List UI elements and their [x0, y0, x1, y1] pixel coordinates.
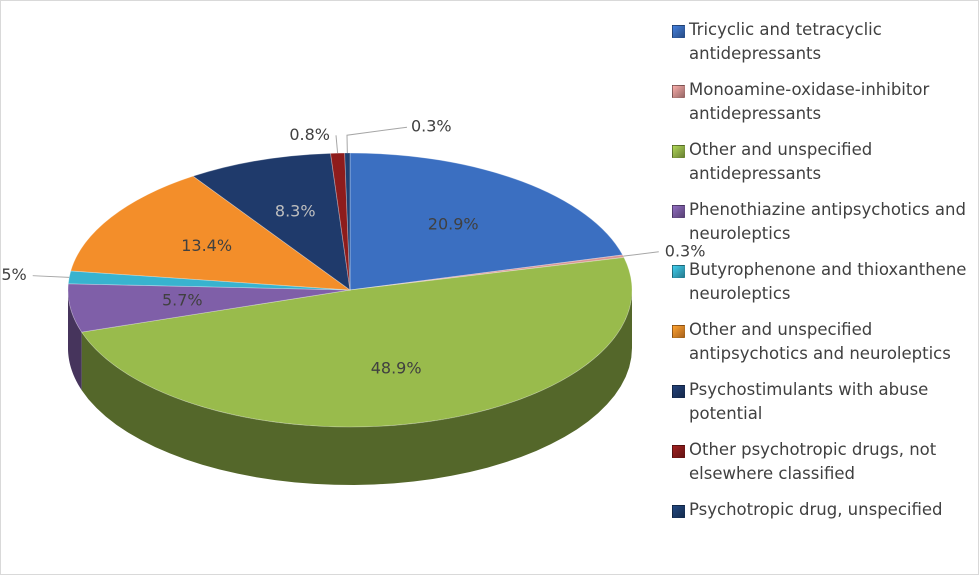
legend-label: Psychostimulants with abuse potential [689, 380, 929, 423]
pie-slice [80, 256, 633, 428]
data-label: 1.5% [0, 265, 27, 284]
data-label: 13.4% [181, 236, 232, 255]
legend-swatch [672, 265, 685, 278]
legend: Tricyclic and tetracyclic antidepressant… [672, 18, 977, 558]
legend-label: Phenothiazine antipsychotics and neurole… [689, 200, 966, 243]
data-label: 48.9% [371, 359, 422, 378]
pie-slice [349, 152, 624, 291]
legend-item: Other psychotropic drugs, not elsewhere … [672, 438, 977, 498]
legend-swatch [672, 25, 685, 38]
legend-swatch [672, 385, 685, 398]
legend-item: Other and unspecified antipsychotics and… [672, 318, 977, 378]
pie-slice [67, 283, 351, 333]
data-label: 0.3% [665, 241, 706, 260]
legend-swatch [672, 145, 685, 158]
data-label: 5.7% [162, 290, 203, 309]
data-label: 0.8% [289, 125, 330, 144]
legend-swatch [672, 85, 685, 98]
legend-item: Psychostimulants with abuse potential [672, 378, 977, 438]
legend-item: Tricyclic and tetracyclic antidepressant… [672, 18, 977, 78]
legend-label: Other and unspecified antidepressants [689, 140, 873, 183]
legend-swatch [672, 325, 685, 338]
leader-line [335, 135, 339, 154]
legend-item: Phenothiazine antipsychotics and neurole… [672, 198, 977, 258]
leader-line [32, 275, 70, 278]
legend-label: Monoamine-oxidase-inhibitor antidepressa… [689, 80, 930, 123]
legend-item: Butyrophenone and thioxanthene neurolept… [672, 258, 977, 318]
leader-line [623, 251, 659, 257]
data-label: 8.3% [275, 202, 316, 221]
pie-slice [67, 270, 351, 291]
legend-label: Psychotropic drug, unspecified [689, 500, 943, 519]
legend-item: Monoamine-oxidase-inhibitor antidepressa… [672, 78, 977, 138]
pie-side [81, 290, 633, 485]
legend-label: Butyrophenone and thioxanthene neurolept… [689, 260, 967, 303]
leader-line [346, 126, 408, 154]
pie-slice [192, 152, 351, 291]
data-label: 20.9% [428, 214, 479, 233]
legend-swatch [672, 505, 685, 518]
legend-label: Other psychotropic drugs, not elsewhere … [689, 440, 937, 483]
pie-slice [70, 175, 352, 291]
pie-slice [349, 254, 625, 291]
legend-label: Tricyclic and tetracyclic antidepressant… [689, 20, 882, 63]
legend-swatch [672, 445, 685, 458]
legend-label: Other and unspecified antipsychotics and… [689, 320, 951, 363]
pie-side [68, 290, 82, 391]
legend-item: Psychotropic drug, unspecified [672, 498, 977, 558]
legend-swatch [672, 205, 685, 218]
legend-item: Other and unspecified antidepressants [672, 138, 977, 198]
data-label: 0.3% [411, 117, 452, 136]
